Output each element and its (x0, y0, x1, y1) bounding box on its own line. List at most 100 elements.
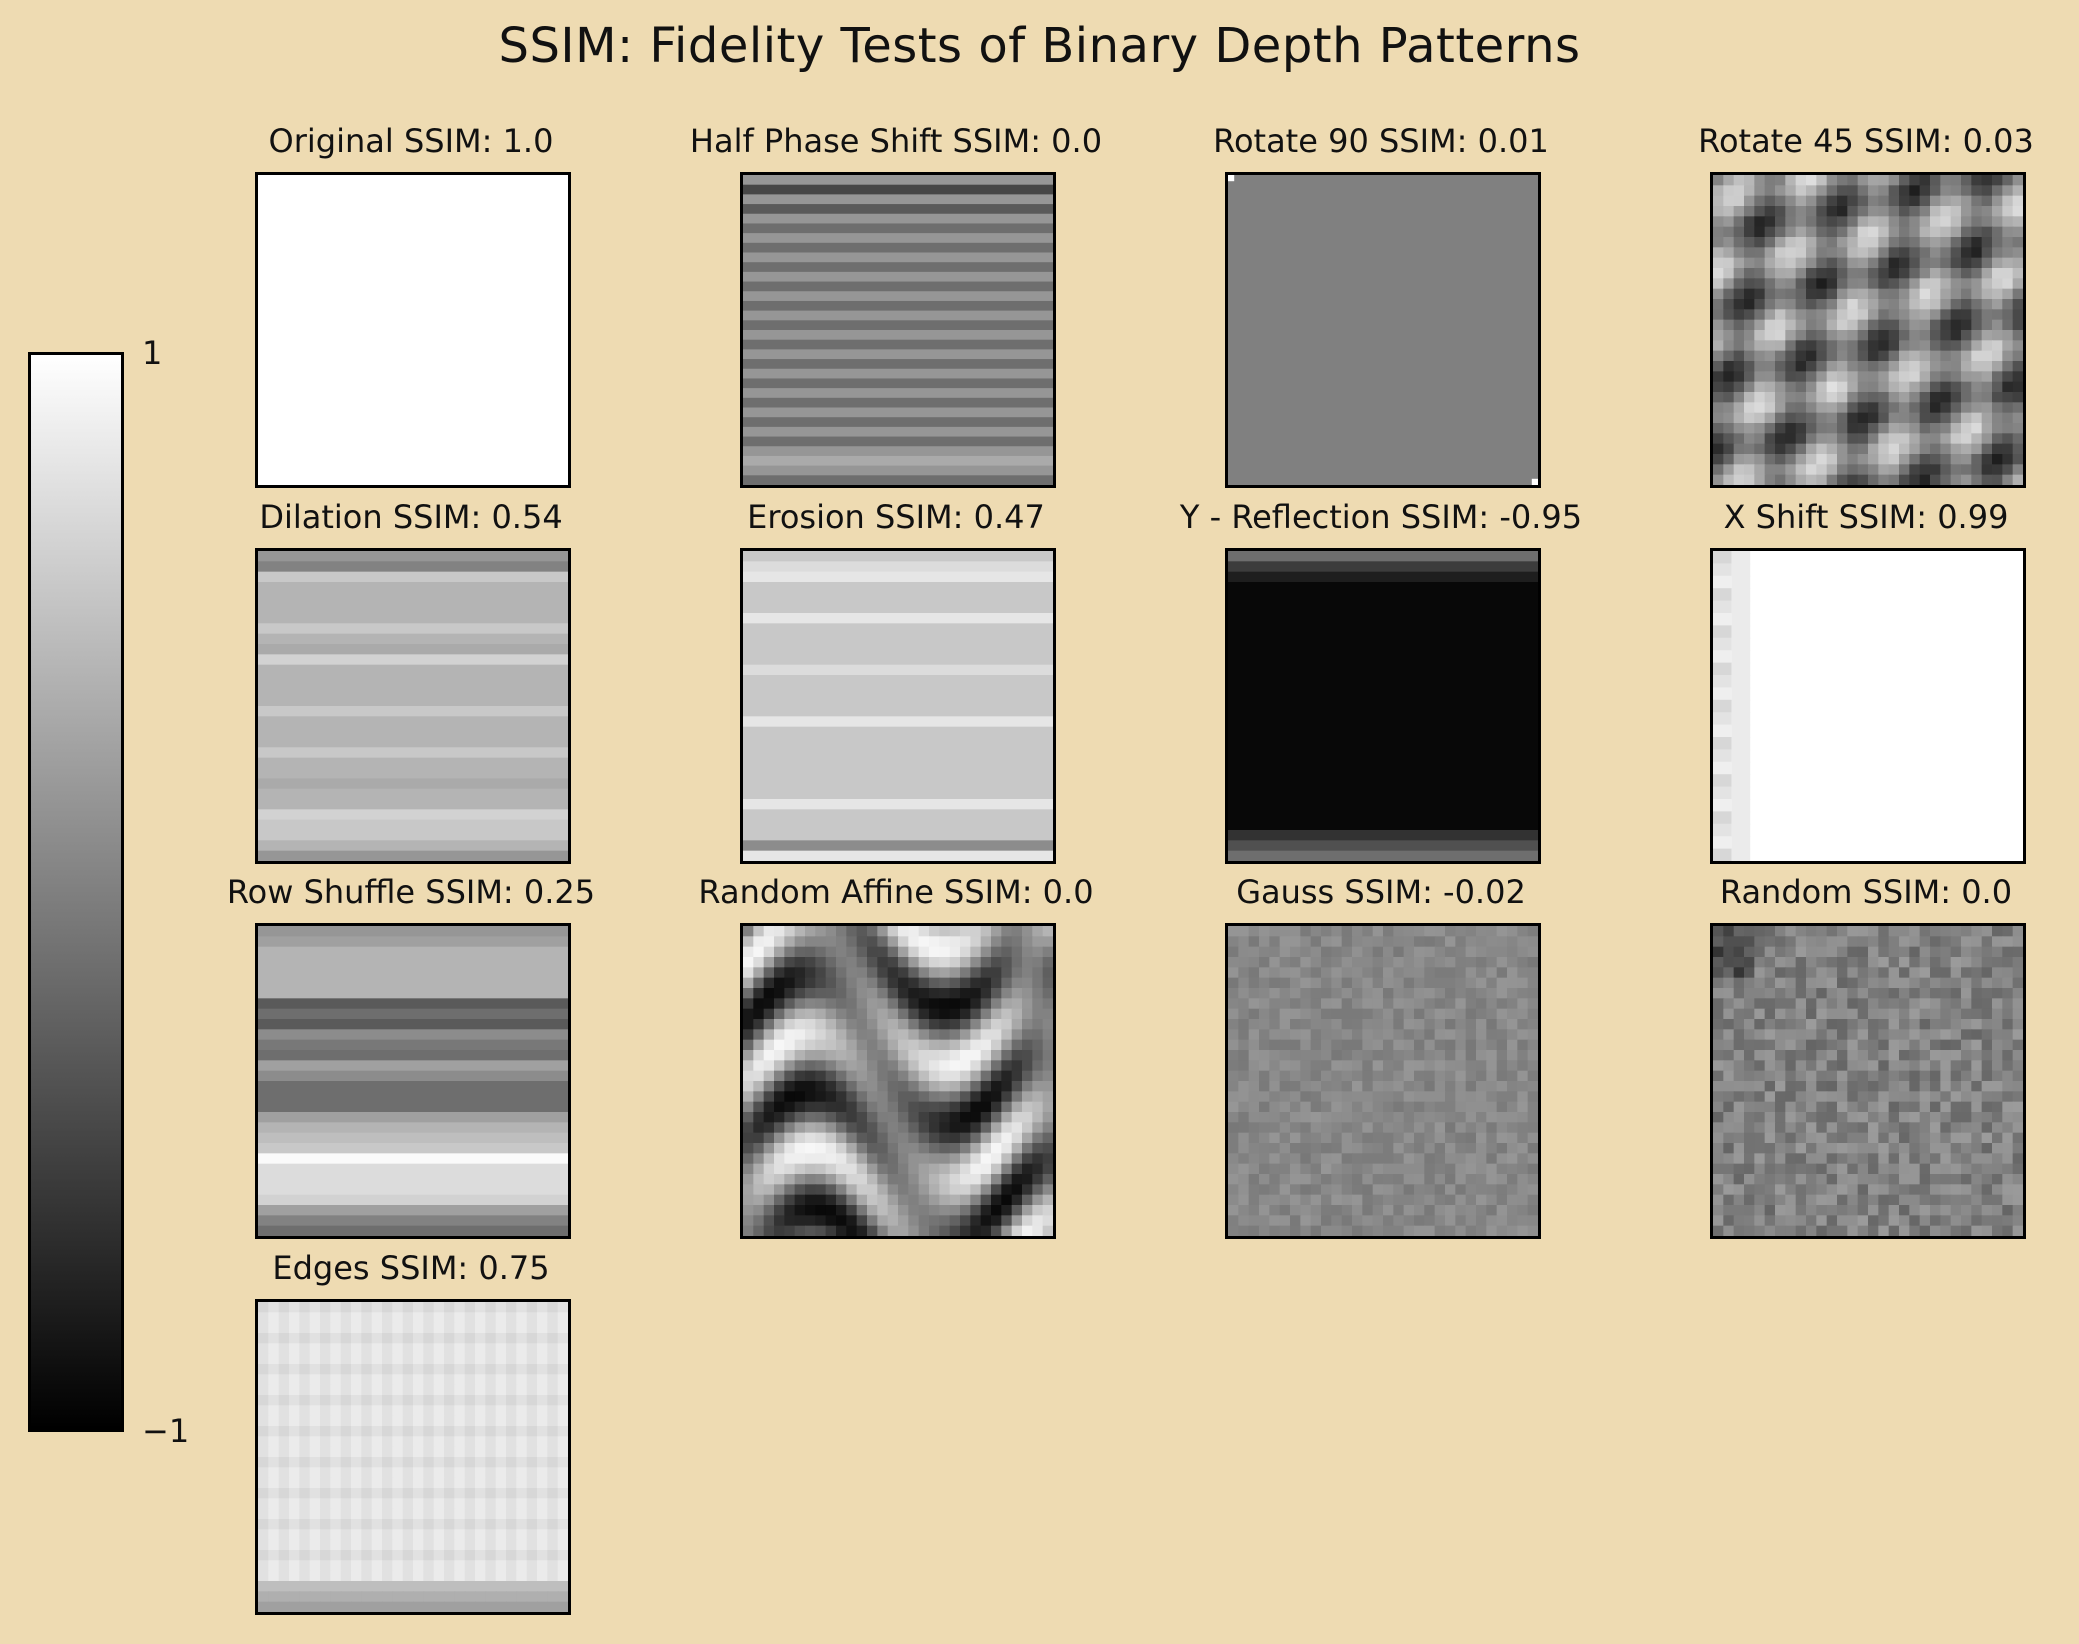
pixel-block (774, 1081, 786, 1093)
panel-title-erosion: Erosion SSIM: 0.47 (747, 498, 1045, 536)
pixel-block (1754, 998, 1766, 1010)
pixel-block (1919, 309, 1931, 321)
pixel-block (1228, 675, 1538, 687)
pixel-block (887, 1008, 899, 1020)
pixel-block (1723, 319, 1735, 331)
pixel-block (361, 1384, 373, 1396)
pixel-block (1713, 195, 1725, 207)
pixel-block (485, 1581, 497, 1593)
pixel-block (743, 809, 1053, 821)
pixel-block (1775, 392, 1787, 404)
pixel-block (846, 1163, 858, 1175)
pixel-block (1733, 1225, 1745, 1236)
pixel-block (1940, 1225, 1952, 1236)
pixel-block (1754, 1050, 1766, 1062)
pixel-block (1847, 1163, 1859, 1175)
pixel-block (1372, 1153, 1384, 1165)
pixel-block (495, 1550, 507, 1562)
pixel-block (268, 1436, 280, 1448)
pixel-block (1723, 474, 1735, 485)
pixel-block (1837, 247, 1849, 259)
pixel-block (980, 1039, 992, 1051)
pixel-block (1961, 216, 1973, 228)
pixel-block (351, 1374, 363, 1386)
pixel-block (1899, 423, 1911, 435)
pixel-block (1992, 350, 2004, 362)
pixel-block (1731, 799, 1751, 813)
pixel-block (1300, 1060, 1312, 1072)
pixel-block (464, 1384, 476, 1396)
pixel-block (1826, 946, 1838, 958)
pixel-block (299, 1333, 311, 1345)
pixel-block (1486, 1153, 1498, 1165)
pixel-block (1042, 1101, 1053, 1113)
pixel-block (1465, 936, 1477, 948)
pixel-block (320, 1333, 332, 1345)
pixel-block (1878, 998, 1890, 1010)
pixel-block (2002, 1153, 2014, 1165)
pixel-block (351, 1384, 363, 1396)
pixel-block (1001, 988, 1013, 1000)
pixel-block (1930, 206, 1942, 218)
pixel-block (1238, 1194, 1250, 1206)
pixel-block (836, 1132, 848, 1144)
pixel-block (516, 1322, 528, 1334)
pixel-block (1981, 299, 1993, 311)
pixel-block (1847, 299, 1859, 311)
pixel-block (1434, 1060, 1446, 1072)
pixel-block (1816, 1174, 1828, 1186)
pixel-block (330, 1322, 342, 1334)
pixel-block (1909, 1101, 1921, 1113)
pixel-block (794, 1112, 806, 1124)
pixel-block (1001, 936, 1013, 948)
pixel-block (815, 1070, 827, 1082)
pixel-block (805, 1112, 817, 1124)
pixel-block (1971, 1060, 1983, 1072)
pixel-block (1465, 1029, 1477, 1041)
pixel-block (1785, 361, 1797, 373)
pixel-block (1826, 1122, 1838, 1134)
pixel-block (939, 946, 951, 958)
pixel-block (1857, 1019, 1869, 1031)
pixel-block (1310, 1215, 1322, 1227)
pixel-block (856, 1163, 868, 1175)
pixel-block (1022, 1019, 1034, 1031)
pixel-block (1806, 412, 1818, 424)
pixel-block (1445, 1132, 1457, 1144)
pixel-block (1341, 1029, 1353, 1041)
pixel-block (1785, 1081, 1797, 1093)
pixel-block (1713, 1091, 1725, 1103)
pixel-block (918, 998, 930, 1010)
pixel-block (1775, 977, 1787, 989)
pixel-block (991, 988, 1003, 1000)
pixel-block (1259, 1112, 1271, 1124)
pixel-block (960, 977, 972, 989)
panel-image (258, 551, 568, 861)
pixel-block (2002, 1215, 2014, 1227)
pixel-block (805, 1215, 817, 1227)
pixel-block (1764, 175, 1776, 187)
pixel-block (815, 1205, 827, 1217)
pixel-block (805, 1019, 817, 1031)
pixel-block (743, 1143, 755, 1155)
pixel-block (887, 1215, 899, 1227)
pixel-block (1465, 1194, 1477, 1206)
pixel-block (1744, 268, 1756, 280)
pixel-block (1878, 288, 1890, 300)
pixel-block (1837, 278, 1849, 290)
pixel-block (1888, 1205, 1900, 1217)
pixel-block (1971, 257, 1983, 269)
pixel-block (743, 281, 1053, 293)
pixel-block (258, 571, 568, 583)
pixel-block (825, 1143, 837, 1155)
pixel-block (1279, 1132, 1291, 1144)
pixel-block (258, 1163, 568, 1175)
pixel-block (289, 1591, 301, 1603)
pixel-block (309, 1581, 321, 1593)
pixel-block (1868, 1205, 1880, 1217)
pixel-block (351, 1560, 363, 1572)
pixel-block (1754, 1060, 1766, 1072)
pixel-block (1795, 237, 1807, 249)
pixel-block (887, 1205, 899, 1217)
pixel-block (413, 1591, 425, 1603)
